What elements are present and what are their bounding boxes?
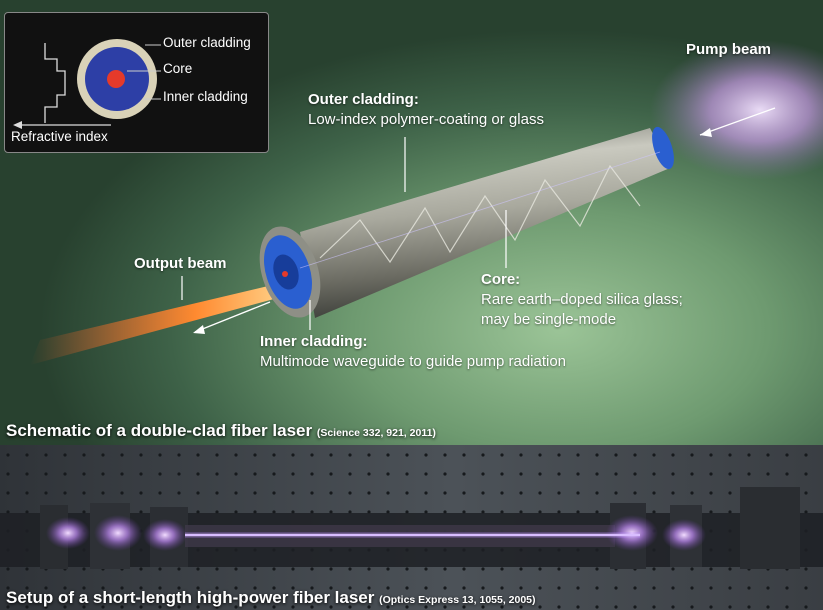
inset-inner-cladding-label: Inner cladding (163, 89, 248, 104)
core-dot (107, 70, 125, 88)
fiber-tube-body (300, 128, 670, 318)
glow-3 (143, 519, 187, 551)
output-arrow-line (194, 301, 271, 333)
core-callout: Core: Rare earth–doped silica glass; may… (481, 270, 683, 330)
fiber-laser-schematic: Outer cladding Core Inner cladding Refra… (0, 0, 823, 445)
core-desc-1: Rare earth–doped silica glass; (481, 291, 683, 308)
pump-zigzag (319, 164, 641, 264)
cross-section-inset: Outer cladding Core Inner cladding Refra… (4, 12, 269, 153)
inset-core-label: Core (163, 61, 193, 76)
outer-cladding-desc: Low-index polymer-coating or glass (308, 111, 544, 128)
pump-beam-label: Pump beam (686, 41, 772, 58)
index-arrow-head (13, 121, 22, 129)
glow-2 (94, 515, 142, 551)
bottom-caption-ref: (Optics Express 13, 1055, 2005) (379, 594, 536, 606)
index-profile (44, 43, 66, 123)
top-caption: Schematic of a double-clad fiber laser (… (6, 421, 436, 441)
pump-beam-glow (650, 40, 823, 180)
inset-outer-cladding-label: Outer cladding (163, 35, 251, 50)
core-axis-line (299, 151, 661, 269)
far-end-cap (652, 126, 674, 170)
glow-1 (46, 517, 90, 549)
outer-cladding-title: Outer cladding: (308, 91, 419, 108)
inner-cladding-callout: Inner cladding: Multimode waveguide to g… (260, 332, 566, 372)
glow-4 (606, 515, 658, 551)
schematic-illustration (30, 40, 823, 365)
core-title: Core: (481, 271, 521, 288)
output-beam-label: Output beam (134, 255, 227, 272)
top-caption-main: Schematic of a double-clad fiber laser (6, 421, 313, 440)
core-end-dot (282, 271, 288, 277)
bottom-caption: Setup of a short-length high-power fiber… (6, 588, 536, 608)
output-arrow-head (193, 325, 205, 334)
glow-5 (662, 519, 706, 551)
core-desc-2: may be single-mode (481, 311, 617, 328)
pump-arrow-head (700, 128, 712, 137)
output-beam-glow (30, 282, 285, 365)
pump-arrow-line (699, 107, 776, 136)
inset-refractive-index-label: Refractive index (11, 129, 108, 144)
cross-section-drawing (13, 39, 161, 129)
mount-6 (740, 487, 800, 569)
inner-cladding-title: Inner cladding: (260, 333, 368, 350)
outer-cladding-callout: Outer cladding: Low-index polymer-coatin… (308, 90, 544, 130)
inner-cladding-desc: Multimode waveguide to guide pump radiat… (260, 353, 567, 370)
top-caption-ref: (Science 332, 921, 2011) (316, 427, 436, 439)
fiber-laser-photo (0, 445, 823, 610)
optical-table-illustration (0, 445, 823, 610)
bottom-caption-main: Setup of a short-length high-power fiber… (6, 588, 375, 607)
